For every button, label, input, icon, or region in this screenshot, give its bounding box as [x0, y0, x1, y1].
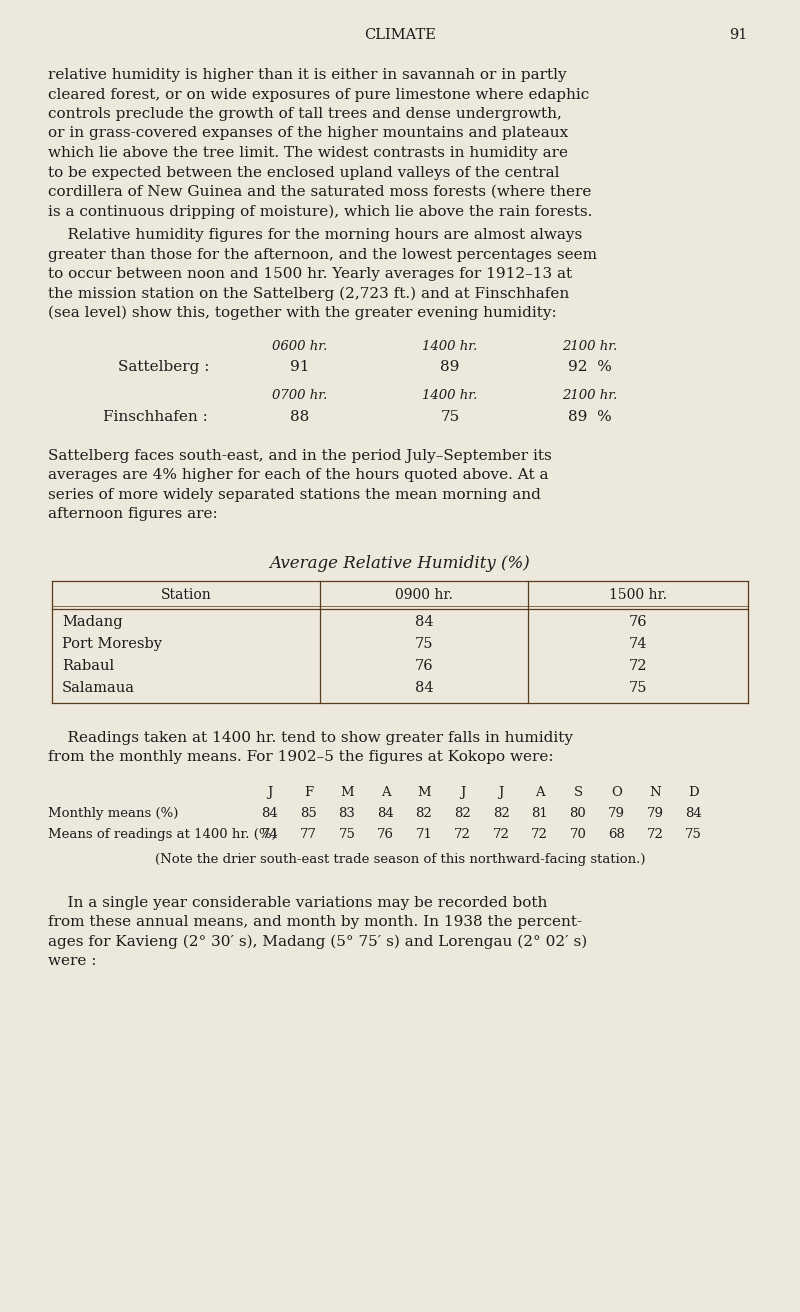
- Text: averages are 4% higher for each of the hours quoted above. At a: averages are 4% higher for each of the h…: [48, 468, 549, 483]
- Text: which lie above the tree limit. The widest contrasts in humidity are: which lie above the tree limit. The wide…: [48, 146, 568, 160]
- Text: 1400 hr.: 1400 hr.: [422, 340, 478, 353]
- Text: M: M: [417, 786, 431, 799]
- Text: 75: 75: [414, 636, 434, 651]
- Text: 0600 hr.: 0600 hr.: [272, 340, 328, 353]
- Text: CLIMATE: CLIMATE: [364, 28, 436, 42]
- Text: 76: 76: [377, 828, 394, 841]
- Text: Salamaua: Salamaua: [62, 681, 135, 694]
- Text: 79: 79: [608, 807, 625, 820]
- Text: (sea level) show this, together with the greater evening humidity:: (sea level) show this, together with the…: [48, 306, 557, 320]
- Text: 91: 91: [730, 28, 748, 42]
- Text: A: A: [534, 786, 544, 799]
- Text: 82: 82: [416, 807, 432, 820]
- Text: 71: 71: [415, 828, 433, 841]
- Text: controls preclude the growth of tall trees and dense undergrowth,: controls preclude the growth of tall tre…: [48, 108, 562, 121]
- Text: In a single year considerable variations may be recorded both: In a single year considerable variations…: [48, 896, 547, 911]
- Text: 2100 hr.: 2100 hr.: [562, 340, 618, 353]
- Text: ages for Kavieng (2° 30′ s), Madang (5° 75′ s) and Lorengau (2° 02′ s): ages for Kavieng (2° 30′ s), Madang (5° …: [48, 935, 587, 950]
- Text: cordillera of New Guinea and the saturated moss forests (where there: cordillera of New Guinea and the saturat…: [48, 185, 591, 199]
- Text: 79: 79: [646, 807, 663, 820]
- Text: N: N: [649, 786, 661, 799]
- Text: 91: 91: [290, 359, 310, 374]
- Text: 83: 83: [338, 807, 355, 820]
- Text: 89  %: 89 %: [568, 409, 612, 424]
- Text: 72: 72: [454, 828, 471, 841]
- Text: 1500 hr.: 1500 hr.: [609, 588, 667, 602]
- Text: Sattelberg faces south-east, and in the period July–September its: Sattelberg faces south-east, and in the …: [48, 449, 552, 463]
- Text: 0700 hr.: 0700 hr.: [272, 390, 328, 403]
- Text: S: S: [574, 786, 582, 799]
- Text: Madang: Madang: [62, 615, 122, 628]
- Text: 68: 68: [608, 828, 625, 841]
- Text: D: D: [688, 786, 699, 799]
- Text: the mission station on the Sattelberg (2,723 ft.) and at Finschhafen: the mission station on the Sattelberg (2…: [48, 286, 570, 300]
- Text: 80: 80: [570, 807, 586, 820]
- Text: M: M: [340, 786, 354, 799]
- Text: A: A: [381, 786, 390, 799]
- Text: 84: 84: [377, 807, 394, 820]
- Text: 72: 72: [493, 828, 510, 841]
- Text: or in grass-covered expanses of the higher mountains and plateaux: or in grass-covered expanses of the high…: [48, 126, 568, 140]
- Text: 88: 88: [290, 409, 310, 424]
- Text: 85: 85: [300, 807, 317, 820]
- Text: 89: 89: [440, 359, 460, 374]
- Text: Sattelberg :: Sattelberg :: [118, 359, 210, 374]
- Text: 84: 84: [414, 681, 434, 694]
- Text: Finschhafen :: Finschhafen :: [103, 409, 208, 424]
- Text: 75: 75: [440, 409, 460, 424]
- Text: Port Moresby: Port Moresby: [62, 636, 162, 651]
- Text: 84: 84: [414, 615, 434, 628]
- Text: series of more widely separated stations the mean morning and: series of more widely separated stations…: [48, 488, 541, 501]
- Text: 72: 72: [646, 828, 663, 841]
- Text: 82: 82: [493, 807, 510, 820]
- Text: Station: Station: [161, 588, 211, 602]
- Text: J: J: [460, 786, 465, 799]
- Text: Rabaul: Rabaul: [62, 659, 114, 673]
- Text: 75: 75: [338, 828, 355, 841]
- Text: Monthly means (%): Monthly means (%): [48, 807, 178, 820]
- Text: is a continuous dripping of moisture), which lie above the rain forests.: is a continuous dripping of moisture), w…: [48, 205, 592, 219]
- Text: O: O: [611, 786, 622, 799]
- Text: 75: 75: [685, 828, 702, 841]
- Text: to be expected between the enclosed upland valleys of the central: to be expected between the enclosed upla…: [48, 165, 559, 180]
- Text: 84: 84: [262, 807, 278, 820]
- Text: J: J: [498, 786, 504, 799]
- Text: 82: 82: [454, 807, 471, 820]
- Text: were :: were :: [48, 954, 97, 968]
- Text: relative humidity is higher than it is either in savannah or in partly: relative humidity is higher than it is e…: [48, 68, 566, 81]
- Text: 75: 75: [629, 681, 647, 694]
- Text: greater than those for the afternoon, and the lowest percentages seem: greater than those for the afternoon, an…: [48, 248, 597, 261]
- Text: Means of readings at 1400 hr. (%): Means of readings at 1400 hr. (%): [48, 828, 277, 841]
- Text: 72: 72: [531, 828, 548, 841]
- Text: from the monthly means. For 1902–5 the figures at Kokopo were:: from the monthly means. For 1902–5 the f…: [48, 750, 554, 764]
- Text: 92  %: 92 %: [568, 359, 612, 374]
- Text: 77: 77: [300, 828, 317, 841]
- Text: 74: 74: [629, 636, 647, 651]
- Text: J: J: [267, 786, 273, 799]
- Text: 76: 76: [414, 659, 434, 673]
- Text: 76: 76: [629, 615, 647, 628]
- Text: 72: 72: [629, 659, 647, 673]
- Text: (Note the drier south-east trade season of this northward-facing station.): (Note the drier south-east trade season …: [154, 853, 646, 866]
- Text: from these annual means, and month by month. In 1938 the percent-: from these annual means, and month by mo…: [48, 916, 582, 929]
- Text: 74: 74: [262, 828, 278, 841]
- Text: F: F: [304, 786, 313, 799]
- Text: Readings taken at 1400 hr. tend to show greater falls in humidity: Readings taken at 1400 hr. tend to show …: [48, 731, 573, 745]
- Text: 2100 hr.: 2100 hr.: [562, 390, 618, 403]
- Text: 70: 70: [570, 828, 586, 841]
- Text: afternoon figures are:: afternoon figures are:: [48, 508, 218, 521]
- Text: Average Relative Humidity (%): Average Relative Humidity (%): [270, 555, 530, 572]
- Text: 81: 81: [531, 807, 548, 820]
- Text: 1400 hr.: 1400 hr.: [422, 390, 478, 403]
- Text: Relative humidity figures for the morning hours are almost always: Relative humidity figures for the mornin…: [48, 228, 582, 241]
- Text: cleared forest, or on wide exposures of pure limestone where edaphic: cleared forest, or on wide exposures of …: [48, 88, 590, 101]
- Text: to occur between noon and 1500 hr. Yearly averages for 1912–13 at: to occur between noon and 1500 hr. Yearl…: [48, 268, 572, 281]
- Text: 84: 84: [685, 807, 702, 820]
- Text: 0900 hr.: 0900 hr.: [395, 588, 453, 602]
